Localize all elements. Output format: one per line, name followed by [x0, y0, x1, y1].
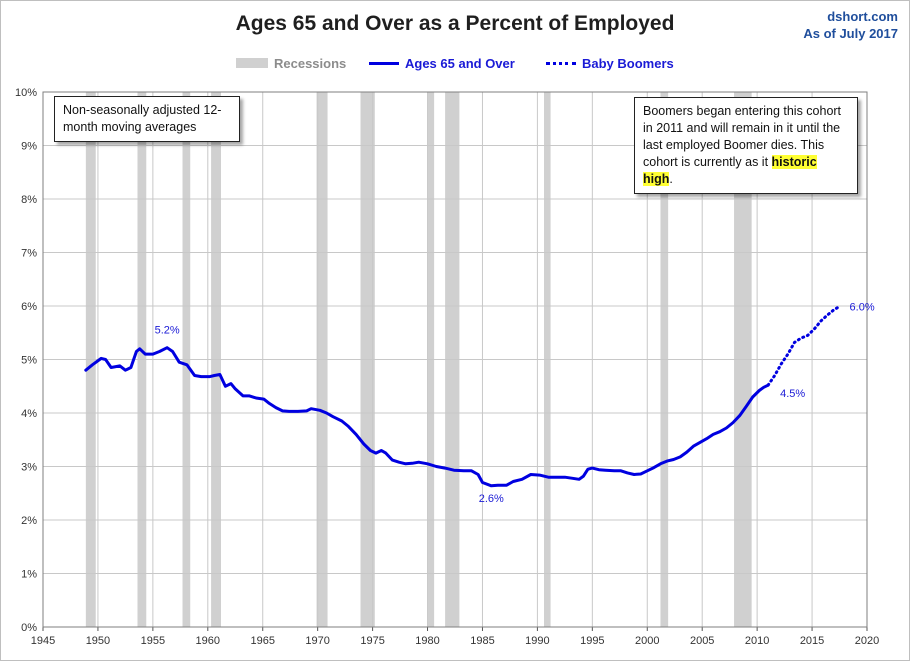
data-label: 2.6% [479, 493, 504, 505]
data-label: 4.5% [780, 388, 805, 400]
data-label: 6.0% [850, 302, 875, 314]
y-tick-label: 2% [21, 515, 37, 527]
x-tick-label: 1970 [305, 635, 329, 647]
legend-item-recessions: Recessions [236, 54, 346, 72]
legend-label-boomers: Baby Boomers [582, 55, 674, 71]
x-tick-label: 2010 [745, 635, 769, 647]
y-tick-label: 8% [21, 194, 37, 206]
source-credit: dshort.com As of July 2017 [803, 8, 898, 42]
y-tick-label: 5% [21, 355, 37, 367]
series-line-ages-65 [84, 346, 770, 488]
x-tick-label: 2020 [855, 635, 879, 647]
legend-item-boomers: Baby Boomers [546, 54, 674, 72]
x-tick-label: 1980 [415, 635, 439, 647]
legend-label-recessions: Recessions [274, 55, 347, 71]
legend-label-ages-65: Ages 65 and Over [405, 55, 515, 71]
y-tick-label: 1% [21, 569, 37, 581]
note-end: . [669, 172, 673, 186]
as-of-date: As of July 2017 [803, 26, 898, 41]
legend: Recessions Ages 65 and Over Baby Boomers [0, 54, 910, 72]
x-tick-label: 1985 [470, 635, 494, 647]
dotted-line-swatch [546, 61, 576, 65]
y-tick-label: 4% [21, 408, 37, 420]
x-tick-label: 2000 [635, 635, 659, 647]
axes: 0% 1% 2% 3% 4% 5% 6% 7% 8% 9% 10% 1945 1950 1955 1960 1… [15, 87, 879, 647]
y-tick-label: 7% [21, 248, 37, 260]
x-tick-label: 2005 [690, 635, 714, 647]
x-tick-label: 1960 [196, 635, 220, 647]
x-tick-label: 1990 [525, 635, 549, 647]
y-tick-label: 3% [21, 462, 37, 474]
x-tick-label: 1995 [580, 635, 604, 647]
recession-swatch [236, 58, 268, 68]
note-boomers: Boomers began entering this cohort in 20… [634, 97, 858, 194]
x-tick-label: 1955 [141, 635, 165, 647]
data-label: 5.2% [155, 325, 180, 337]
y-tick-label: 0% [21, 622, 37, 634]
source-name: dshort.com [827, 9, 898, 24]
note-methodology: Non-seasonally adjusted 12-month moving … [54, 96, 240, 142]
y-tick-label: 6% [21, 301, 37, 313]
x-tick-label: 1950 [86, 635, 110, 647]
legend-item-ages-65: Ages 65 and Over [369, 54, 515, 72]
chart-title: Ages 65 and Over as a Percent of Employe… [235, 12, 675, 35]
series-lines [84, 305, 841, 488]
series-line-baby-boomers [766, 305, 841, 387]
y-tick-label: 9% [21, 141, 37, 153]
solid-line-swatch [369, 61, 399, 65]
y-tick-label: 10% [15, 87, 37, 99]
x-tick-label: 1965 [250, 635, 274, 647]
x-tick-label: 1975 [360, 635, 384, 647]
plot-area-border [42, 91, 868, 628]
x-tick-label: 1945 [31, 635, 55, 647]
note-boomers-text: Boomers began entering this cohort in 20… [643, 104, 842, 169]
data-labels: 5.2% 2.6% 4.5% 6.0% [155, 302, 875, 505]
x-tick-label: 2015 [800, 635, 824, 647]
